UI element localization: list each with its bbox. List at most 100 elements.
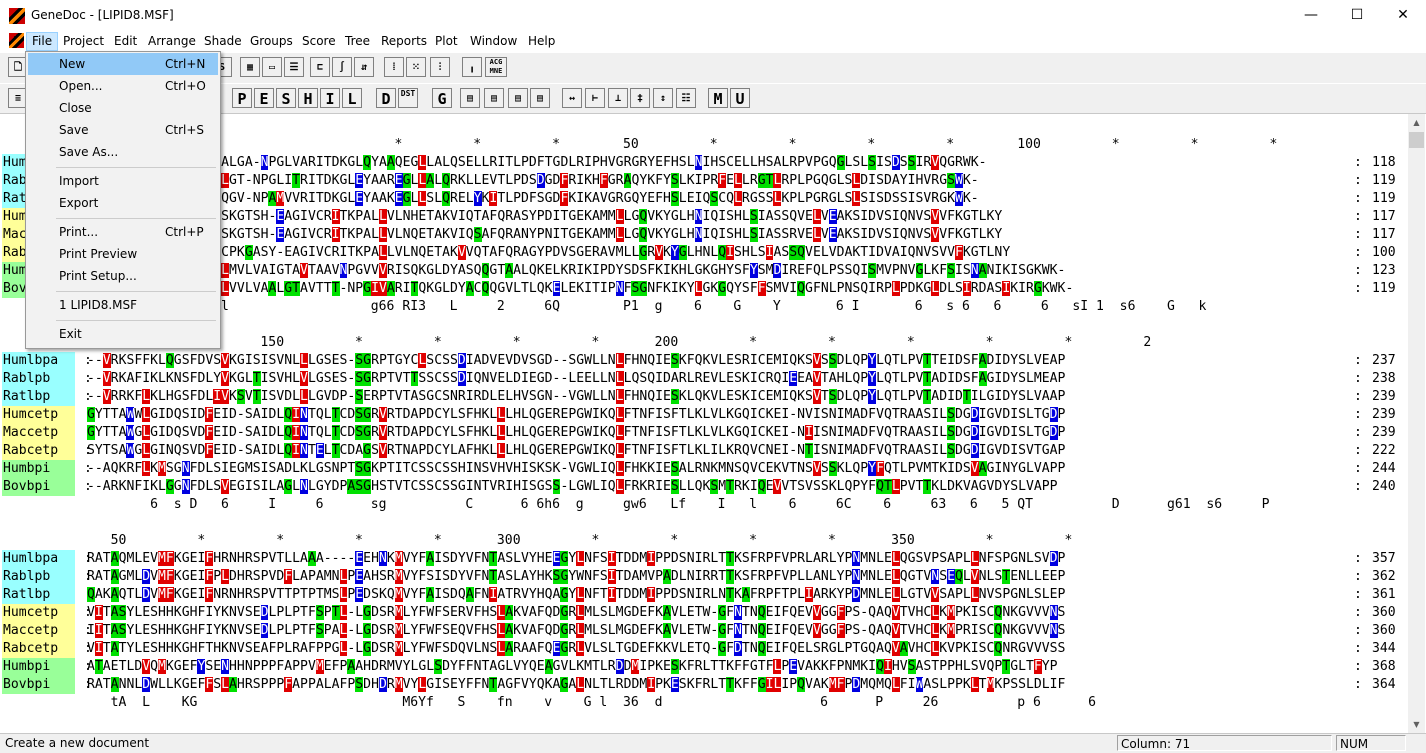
vertical-scrollbar[interactable]: ▲ ▼ (1408, 114, 1425, 733)
document-icon[interactable] (9, 33, 24, 48)
sequence-residues[interactable]: RATAQMLEVMFKGEIFHRNHRSPVTLLAAA----EEHNKM… (87, 551, 1066, 566)
sequence-residues[interactable]: ATAETLDVQMKGEFYSENHHNPPPFAPPVMEFPAAHDRMV… (87, 659, 1058, 674)
slash-icon[interactable]: ∫ (332, 57, 352, 77)
file-menu-save[interactable]: Save Ctrl+S (59, 123, 205, 137)
menu-shade[interactable]: Shade (204, 34, 242, 48)
sequence-name[interactable]: Ratlbp (2, 586, 75, 604)
sequence-residues[interactable]: --VRRKFLKLHGSFDLIVKSVTISVDLLLGVDP-SERPTV… (87, 389, 1066, 404)
menu-arrange[interactable]: Arrange (148, 34, 196, 48)
dots-grid-icon[interactable]: ⁙ (406, 57, 426, 77)
scroll-down-arrow-icon[interactable]: ▼ (1413, 720, 1420, 729)
sequence-residues[interactable]: --ARKNFIKLGGNFDLSVEGISILAGLNLGYDPASGHSTV… (87, 479, 1058, 494)
sequence-name[interactable]: Humcetp (2, 604, 75, 622)
sequence-name[interactable]: Bovbpi (2, 676, 75, 694)
toggle-m-button[interactable]: M (708, 88, 728, 108)
sequence-residues[interactable]: MLAT---LALLGNVHACSKGTSH-EAGIVCRITKPALLVL… (87, 226, 1002, 244)
sequence-residues[interactable]: --AQKRFLKMSGNFDLSIEGMSISADLKLGSNPTSGKPTI… (87, 461, 1066, 476)
file-menu-import[interactable]: Import (59, 174, 99, 188)
sequence-residues[interactable]: GYTTAWWLGIDQSIDFEID-SAIDLQINTQLTCDSGRVRT… (87, 407, 1066, 422)
menu-edit[interactable]: Edit (114, 34, 138, 48)
toggle-i-button[interactable]: I (320, 88, 340, 108)
menu-reports[interactable]: Reports (381, 34, 428, 48)
block-view-icon[interactable]: ▦ (240, 57, 260, 77)
scroll-up-arrow-icon[interactable]: ▲ (1413, 118, 1420, 127)
bracket-icon[interactable]: ⊥ (608, 88, 628, 108)
menu-tree[interactable]: Tree (345, 34, 371, 48)
app-icon[interactable] (9, 8, 25, 24)
file-menu-recent-file[interactable]: 1 LIPID8.MSF (59, 298, 138, 312)
sequence-name[interactable]: Maccetp (2, 622, 75, 640)
sequence-name[interactable]: Humcetp (2, 406, 75, 424)
file-menu-new[interactable]: New Ctrl+N (28, 53, 218, 75)
file-menu-print-setup[interactable]: Print Setup... (59, 269, 137, 283)
menu-file[interactable]: File (26, 32, 59, 51)
sequence-name[interactable]: Humbpi (2, 460, 75, 478)
menu-plot[interactable]: Plot (435, 34, 458, 48)
toggle-h-button[interactable]: H (298, 88, 318, 108)
toggle-s-button[interactable]: S (276, 88, 296, 108)
sequence-residues[interactable]: MRENVARGPCGAPRWATLVVLVAALGTAVTTT-NPGIVAR… (87, 280, 1073, 298)
file-menu-print[interactable]: Print... Ctrl+P (59, 225, 204, 239)
toggle-g-button[interactable]: G (432, 88, 452, 108)
span-icon[interactable]: ⊢ (585, 88, 605, 108)
file-menu-save-as[interactable]: Save As... (59, 145, 119, 159)
sequence-residues[interactable]: --VRKAFIKLKNSFDLYVKGLTISVHLVLGSES-SGRPTV… (87, 371, 1066, 386)
minimize-button[interactable]: — (1304, 7, 1318, 23)
sequence-residues[interactable]: QAKAQTLDVMFKGEIFNRNHRSPVTTPTPTMSLPEDSKQM… (87, 587, 1066, 602)
list-lines-icon[interactable]: ☷ (676, 88, 696, 108)
sequence-name[interactable]: Humlbpa (2, 550, 75, 568)
toggle-l-button[interactable]: L (342, 88, 362, 108)
sequence-name[interactable]: Rabcetp (2, 442, 75, 460)
new-file-icon[interactable]: 🗋 (8, 57, 28, 77)
sequence-residues[interactable]: GYTTAWGLGIDQSVDFEID-SAIDLQINTQLTCDSGRVRT… (87, 425, 1066, 440)
toggle-p-button[interactable]: P (232, 88, 252, 108)
sequence-residues[interactable]: MLPS-ILLALLLTSTPEALGA-NPGLVARITDKGLQYAAQ… (87, 154, 987, 172)
file-menu-open[interactable]: Open... Ctrl+O (59, 79, 206, 93)
arrows-horizontal-icon[interactable]: ↔ (562, 88, 582, 108)
sequence-name[interactable]: Rabcetp (2, 640, 75, 658)
sequence-residues[interactable]: RATAGMLDVMFKGEIFPLDHRSPVDFLAPAMNLPEAHSRM… (87, 569, 1066, 584)
sequence-residues[interactable]: RATANNLDWLLKGEFFSLAHRSPPPFAPPALAFPSDHDRM… (87, 677, 1066, 692)
scroll-thumb[interactable] (1409, 132, 1424, 148)
shade-a-icon[interactable]: ▤ (460, 88, 480, 108)
menu-score[interactable]: Score (302, 34, 336, 48)
vertical-expand-icon[interactable]: ↕ (653, 88, 673, 108)
alignment-view[interactable]: * * * 50 * * * * 100 * * * Humlbpa: MLPS-I… (2, 114, 1407, 733)
toggle-e-button[interactable]: E (254, 88, 274, 108)
sequence-residues[interactable]: IITASYLESHHKGHFIYKNVSEDLPLPTFSPAL-LGDSRM… (87, 623, 1066, 638)
sequence-residues[interactable]: VITASYLESHHKGHFIYKNVSEDLPLPTFSPTL-LGDSRM… (87, 605, 1066, 620)
file-menu-exit[interactable]: Exit (59, 327, 82, 341)
sequence-residues[interactable]: --VRKSFFKLQGSFDVSVKGISISVNLLLGSES-SGRPTG… (87, 353, 1066, 368)
sequence-residues[interactable]: MLAT---LALLGNAHACSKGTSH-EAGIVCRITKPALLVL… (87, 208, 1002, 226)
sequence-name[interactable]: Bovbpi (2, 478, 75, 496)
sequence-residues[interactable]: ----------------ACPKGASY-EAGIVCRITKPALLV… (87, 245, 1011, 260)
sequence-name[interactable]: Rablpb (2, 568, 75, 586)
close-button[interactable]: ✕ (1397, 7, 1409, 23)
sequence-residues[interactable]: VITATYLESHHKGHFTHKNVSEAFPLRAFPPGL-LGDSRM… (87, 641, 1066, 656)
shade-b-icon[interactable]: ▤ (484, 88, 504, 108)
histogram-icon[interactable]: ╻ (462, 57, 482, 77)
compress-icon[interactable]: ⇵ (354, 57, 374, 77)
file-menu-print-preview[interactable]: Print Preview (59, 247, 138, 261)
menu-window[interactable]: Window (470, 34, 518, 48)
sequence-name[interactable]: Humbpi (2, 658, 75, 676)
dest-button[interactable]: DST (398, 88, 418, 108)
sequence-name[interactable]: Rablpb (2, 370, 75, 388)
grid-icon[interactable]: ⁞ (384, 57, 404, 77)
file-menu-close[interactable]: Close (59, 101, 92, 115)
split-view-icon[interactable]: ▭ (262, 57, 282, 77)
sequence-residues[interactable]: MRENMARGPCNAPRWVSLMVLVAIGTAVTAAVNPGVVVRI… (87, 262, 1065, 280)
acg-mne-button[interactable]: ACG MNE (485, 57, 507, 77)
bars-grid-icon[interactable]: ⫶ (430, 57, 450, 77)
toggle-u-button[interactable]: U (730, 88, 750, 108)
sequence-name[interactable]: Humlbpa (2, 352, 75, 370)
vertical-compress-icon[interactable]: ‡ (630, 88, 650, 108)
shade-d-icon[interactable]: ▤ (530, 88, 550, 108)
list-view-icon[interactable]: ☰ (284, 57, 304, 77)
menu-groups[interactable]: Groups (250, 34, 293, 48)
menu-help[interactable]: Help (528, 34, 556, 48)
sequence-name[interactable]: Ratlbp (2, 388, 75, 406)
toggle-d-button[interactable]: D (376, 88, 396, 108)
menu-project[interactable]: Project (63, 34, 105, 48)
file-menu-export[interactable]: Export (59, 196, 99, 210)
